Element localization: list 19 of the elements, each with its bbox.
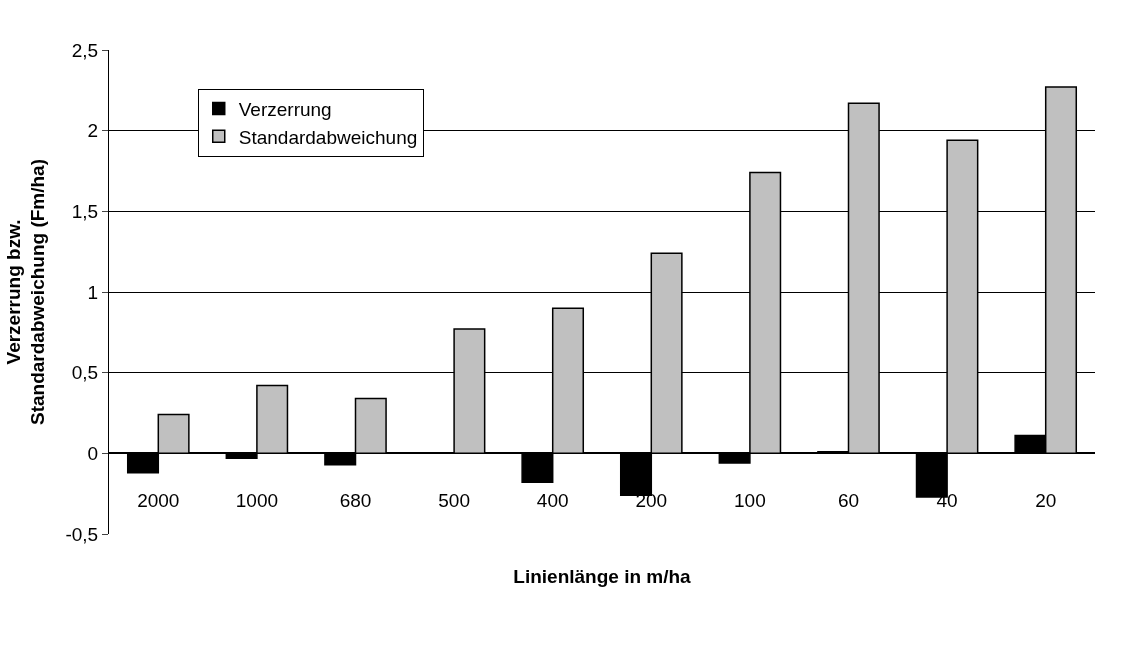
legend-label: Standardabweichung [238,126,418,148]
y-tick-label: 0 [87,442,99,464]
y-axis-title: Verzerrung bzw. Standardabweichung (Fm/ha) [2,158,49,426]
y-tick-label: 2 [87,120,99,142]
y-tick-label: 0,5 [71,362,99,384]
x-tick-label: 400 [536,490,569,512]
x-tick-label: 60 [837,490,860,512]
y-tick-label: -0,5 [65,523,99,545]
x-tick-label: 500 [438,490,470,512]
y-tick-label: 1,5 [71,200,99,222]
x-tick-label: 20 [1035,490,1057,512]
x-tick-label: 2000 [137,490,180,512]
legend-label: Verzerrung [238,98,332,120]
x-axis-title: Linienlänge in m/ha [513,565,692,587]
x-tick-label: 680 [339,490,372,512]
x-tick-label: 1000 [235,490,279,512]
y-tick-label: 1 [87,281,99,303]
y-tick-label: 2,5 [71,39,99,61]
x-tick-label: 100 [734,490,766,512]
